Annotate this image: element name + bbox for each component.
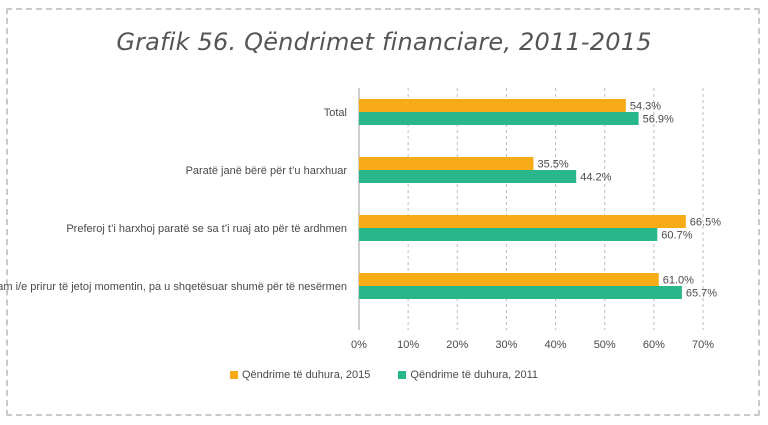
legend-swatch-2011 bbox=[398, 371, 407, 379]
data-label-2015-2: 66.5% bbox=[690, 217, 721, 229]
data-label-2011-0: 56.9% bbox=[643, 114, 674, 126]
data-label-2011-2: 60.7% bbox=[661, 230, 692, 242]
data-label-2011-1: 44.2% bbox=[580, 172, 611, 184]
x-tick-label-30: 30% bbox=[495, 339, 517, 351]
x-tick-label-40: 40% bbox=[545, 339, 567, 351]
category-label-3: Jam i/e prirur të jetoj momentin, pa u s… bbox=[0, 281, 347, 293]
bar-2011-0 bbox=[359, 112, 639, 125]
legend-swatch-2015 bbox=[229, 371, 238, 379]
x-tick-label-50: 50% bbox=[594, 339, 616, 351]
data-label-2015-0: 54.3% bbox=[630, 101, 661, 113]
chart-frame bbox=[6, 8, 760, 416]
x-tick-label-20: 20% bbox=[446, 339, 468, 351]
bar-2015-0 bbox=[359, 99, 626, 112]
bar-2015-2 bbox=[359, 215, 686, 228]
legend-item-2015: Qëndrime të duhura, 2015 bbox=[229, 369, 371, 381]
x-tick-label-0: 0% bbox=[351, 339, 367, 351]
bar-2011-2 bbox=[359, 228, 658, 241]
bar-2011-1 bbox=[359, 170, 577, 183]
x-tick-label-10: 10% bbox=[397, 339, 419, 351]
legend-label-2011: Qëndrime të duhura, 2011 bbox=[410, 369, 539, 381]
data-label-2015-1: 35.5% bbox=[537, 159, 568, 171]
category-label-2: Preferoj t’i harxhoj paratë se sa t’i ru… bbox=[66, 223, 347, 235]
bar-2015-1 bbox=[359, 157, 534, 170]
legend-item-2011: Qëndrime të duhura, 2011 bbox=[398, 369, 538, 381]
chart-legend: Qëndrime të duhura, 2015 Qëndrime të duh… bbox=[0, 369, 768, 381]
x-tick-label-60: 60% bbox=[643, 339, 665, 351]
bar-2011-3 bbox=[359, 286, 682, 299]
legend-label-2015: Qëndrime të duhura, 2015 bbox=[241, 369, 371, 381]
data-label-2015-3: 61.0% bbox=[663, 275, 694, 287]
chart-title: Grafik 56. Qëndrimet financiare, 2011-20… bbox=[116, 28, 652, 56]
category-label-0: Total bbox=[324, 107, 347, 119]
x-tick-label-70: 70% bbox=[692, 339, 714, 351]
category-label-1: Paratë janë bërë për t’u harxhuar bbox=[186, 165, 348, 177]
bar-2015-3 bbox=[359, 273, 659, 286]
data-label-2011-3: 65.7% bbox=[686, 288, 717, 300]
